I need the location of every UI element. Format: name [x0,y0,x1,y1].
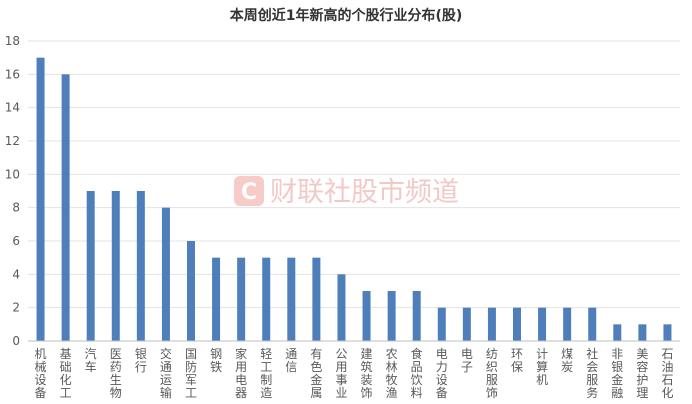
bar-食品饮料 [412,291,421,341]
watermark-logo-letter: C [241,180,257,205]
bar-煤炭 [563,307,572,341]
y-tick-label: 10 [5,167,20,181]
bar-家用电器 [237,257,246,341]
watermark-text: 财联社股市频道 [270,177,459,208]
y-tick-label: 6 [12,234,20,248]
x-tick-label: 电力设备 [436,347,448,400]
bar-医药生物 [111,191,120,341]
bar-轻工制造 [262,257,271,341]
bar-美容护理 [638,324,647,341]
bar-钢铁 [212,257,221,341]
y-tick-label: 14 [5,101,20,115]
x-tick-label: 机械设备 [35,347,47,400]
x-tick-label: 钢铁 [210,347,222,374]
x-tick-label: 交通运输 [160,346,172,400]
x-tick-label: 医药生物 [110,347,122,400]
bar-纺织服饰 [487,307,496,341]
bar-银行 [136,191,145,341]
bar-社会服务 [588,307,597,341]
bar-非银金融 [613,324,622,341]
x-tick-label: 有色金属 [310,347,322,400]
x-tick-label: 石油石化 [661,347,673,400]
y-tick-label: 16 [5,67,20,81]
watermark-logo-icon [234,176,264,206]
x-tick-label: 纺织服饰 [486,347,498,400]
x-tick-label: 美容护理 [636,347,648,400]
x-axis-ticks: 机械设备 基础化工 汽车 医药生物 银行 交通运输 国防军工 钢铁 家用电器 轻工制造 通信 有色金属… [35,346,674,400]
bar-公用事业 [337,274,346,341]
grid-lines [28,40,680,309]
y-tick-label: 18 [5,34,20,48]
y-axis-ticks: 0 2 4 6 8 10 12 14 16 18 [5,34,20,348]
bar-国防军工 [187,241,195,341]
x-tick-label: 通信 [285,347,297,374]
bar-电力设备 [437,307,446,341]
bar-基础化工 [61,74,70,341]
bars-group [36,57,672,342]
x-tick-label: 基础化工 [60,347,72,400]
bar-计算机 [538,307,547,341]
x-tick-label: 家用电器 [235,346,247,400]
x-tick-label: 食品饮料 [411,346,423,400]
bar-环保 [513,307,521,341]
x-tick-label: 非银金融 [611,347,623,400]
bar-石油石化 [663,324,672,341]
x-tick-label: 银行 [135,347,147,374]
bar-电子 [462,307,471,341]
x-tick-label: 煤炭 [561,347,573,374]
x-tick-label: 社会服务 [586,346,598,400]
y-tick-label: 2 [12,301,20,315]
y-tick-label: 12 [5,134,20,148]
bar-汽车 [86,191,95,341]
x-tick-label: 计算机 [536,347,548,387]
y-tick-label: 4 [12,267,20,281]
x-tick-label: 建筑装饰 [361,347,373,400]
y-tick-label: 8 [12,201,20,215]
x-tick-label: 农林牧渔 [386,347,398,400]
x-tick-label: 公用事业 [335,347,347,400]
x-tick-label: 国防军工 [185,347,197,400]
x-tick-label: 汽车 [85,346,97,374]
y-tick-label: 0 [12,334,20,348]
bar-机械设备 [36,57,45,342]
bar-通信 [287,257,296,341]
x-tick-label: 环保 [511,347,523,374]
x-tick-label: 轻工制造 [260,347,272,400]
bar-有色金属 [312,257,321,341]
bar-建筑装饰 [362,291,371,341]
chart-title: 本周创近1年新高的个股行业分布(股) [230,7,463,24]
x-tick-label: 电子 [461,347,473,374]
bar-农林牧渔 [387,291,396,341]
watermark: C 财联社股市频道 [234,176,459,208]
bar-交通运输 [161,207,170,341]
